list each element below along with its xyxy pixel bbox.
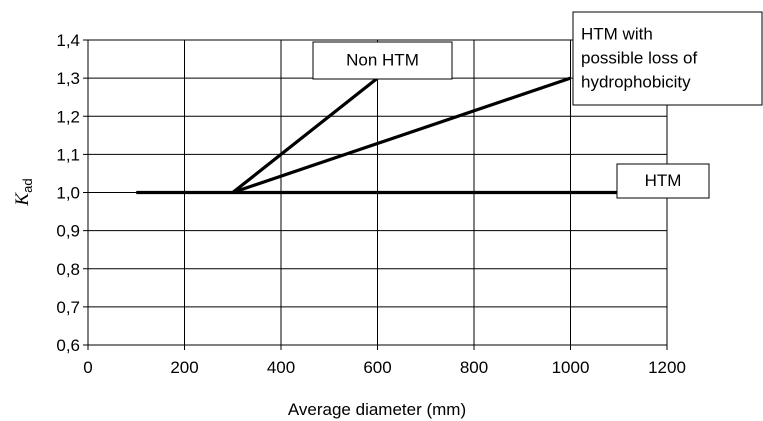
x-tick-label: 1200 <box>648 358 686 377</box>
y-tick-label: 1,1 <box>56 145 80 164</box>
htm-loss-callout-text: possible loss of <box>581 49 698 68</box>
y-tick-label: 1,2 <box>56 107 80 126</box>
x-tick-label: 400 <box>267 358 295 377</box>
x-tick-label: 200 <box>170 358 198 377</box>
svg-text:Kad: Kad <box>12 178 35 206</box>
y-tick-label: 0,9 <box>56 222 80 241</box>
htm-loss-callout-box <box>572 11 763 106</box>
x-tick-label: 600 <box>363 358 391 377</box>
series-lines <box>136 76 619 195</box>
x-tick-labels: 0 200 400 600 800 1000 1200 <box>83 358 686 377</box>
y-tick-label: 0,7 <box>56 298 80 317</box>
non-htm-callout-text: Non HTM <box>346 51 419 70</box>
htm-loss-callout-text: HTM with <box>581 25 653 44</box>
non-htm-line <box>231 76 379 194</box>
y-axis-label-main: K <box>12 192 33 207</box>
x-tick-label: 1000 <box>552 358 590 377</box>
y-tick-label: 0,6 <box>56 336 80 355</box>
htm-callout-box <box>616 163 710 199</box>
y-axis-label: Kad <box>12 178 35 206</box>
htm-loss-line <box>232 76 572 195</box>
y-tick-label: 1,0 <box>56 184 80 203</box>
htm-callout: HTM <box>616 163 710 199</box>
y-tick-labels: 0,6 0,7 0,8 0,9 1,0 1,1 1,2 1,3 1,4 <box>56 31 80 355</box>
htm-loss-callout: HTM with possible loss of hydrophobicity <box>572 11 763 106</box>
y-tick-label: 1,3 <box>56 69 80 88</box>
y-axis-label-subscript: ad <box>20 178 35 192</box>
x-axis-label: Average diameter (mm) <box>288 400 466 419</box>
htm-loss-callout-text: hydrophobicity <box>581 73 691 92</box>
x-tick-label: 0 <box>83 358 92 377</box>
x-tick-label: 800 <box>460 358 488 377</box>
htm-callout-text: HTM <box>645 171 682 190</box>
y-tick-label: 0,8 <box>56 260 80 279</box>
non-htm-callout-box <box>312 41 453 80</box>
annotations: Non HTM HTM with possible loss of hydrophob… <box>312 11 763 199</box>
non-htm-callout: Non HTM <box>312 41 453 80</box>
y-tick-label: 1,4 <box>56 31 80 50</box>
